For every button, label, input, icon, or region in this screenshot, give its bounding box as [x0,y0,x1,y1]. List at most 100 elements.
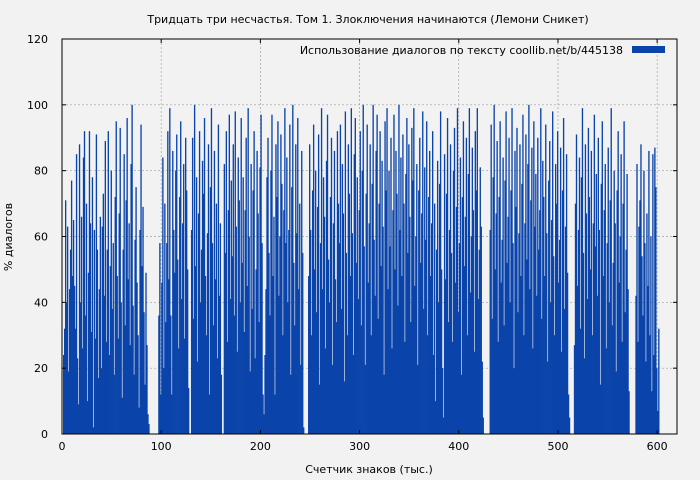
bar [316,206,319,434]
bar [93,229,96,434]
bar [215,203,218,434]
bar [552,111,554,435]
bar [445,193,448,434]
x-tick-label: 500 [547,440,568,453]
bar [321,289,324,434]
bar [334,279,337,434]
bar [469,292,472,434]
bar [510,190,512,434]
bar [530,200,532,434]
bar [350,108,353,434]
bar [109,266,111,434]
bar [641,256,643,434]
bar [458,243,461,434]
bar [311,190,314,434]
bar [262,394,264,434]
bar [614,223,616,434]
bar [448,229,451,434]
bar [203,118,206,434]
bar [66,226,69,434]
bar [318,384,321,434]
bar [403,203,405,434]
bar [75,154,78,435]
bar [644,243,646,434]
bar [332,223,335,434]
bar [182,223,184,434]
bar [77,404,80,434]
bar [400,157,402,434]
bar [588,197,591,434]
bar [418,190,420,434]
bar [312,124,315,434]
bar [194,266,197,434]
bar [443,154,446,435]
bar [551,220,553,434]
bar [499,121,501,435]
bar [327,259,330,434]
x-tick-label: 0 [59,440,66,453]
bar [120,302,122,434]
legend-swatch [632,46,665,53]
bar [428,197,430,434]
bar [251,308,253,434]
bar [394,269,396,434]
bar [136,282,138,434]
bar [387,289,389,434]
bar [495,213,497,434]
bar [265,289,267,434]
bar [164,203,166,434]
bar [266,177,268,434]
bar [509,302,511,434]
bar [254,358,256,434]
bar [180,121,182,435]
bar [379,131,381,434]
bar [160,394,162,434]
bar [229,299,231,434]
bar [533,121,535,435]
bar [201,160,204,434]
bar [473,351,476,434]
x-tick-label: 300 [349,440,370,453]
bar [344,111,347,435]
bar [453,127,456,434]
bar [91,177,94,434]
bar [233,315,235,434]
bar [247,108,249,434]
bar [270,170,272,434]
bar [137,335,139,434]
bar [351,233,353,434]
bar [335,322,338,434]
bar [368,223,370,434]
bar [225,131,228,434]
bar [124,325,126,434]
bar [406,118,408,434]
bar [87,272,90,434]
bar [472,210,475,434]
bar [373,239,375,434]
bar [640,144,642,435]
bar [582,252,585,434]
bar [308,276,310,434]
bar [193,104,196,434]
bar [208,394,211,434]
bar [529,289,531,434]
bar [554,335,556,434]
bar [253,131,255,434]
bar [501,239,503,434]
bar [538,249,540,434]
bar [560,351,563,434]
bar [370,335,372,434]
bar [331,364,334,434]
bar [657,410,659,434]
bar [392,210,394,434]
bar [175,170,177,434]
bar [101,226,104,434]
bar [172,150,174,434]
bar [471,147,474,434]
bar [635,295,637,434]
bar [384,121,386,435]
bar [111,308,113,434]
legend: Использование диалогов по тексту coollib… [300,44,665,57]
bar [456,108,459,434]
bar [555,164,557,435]
